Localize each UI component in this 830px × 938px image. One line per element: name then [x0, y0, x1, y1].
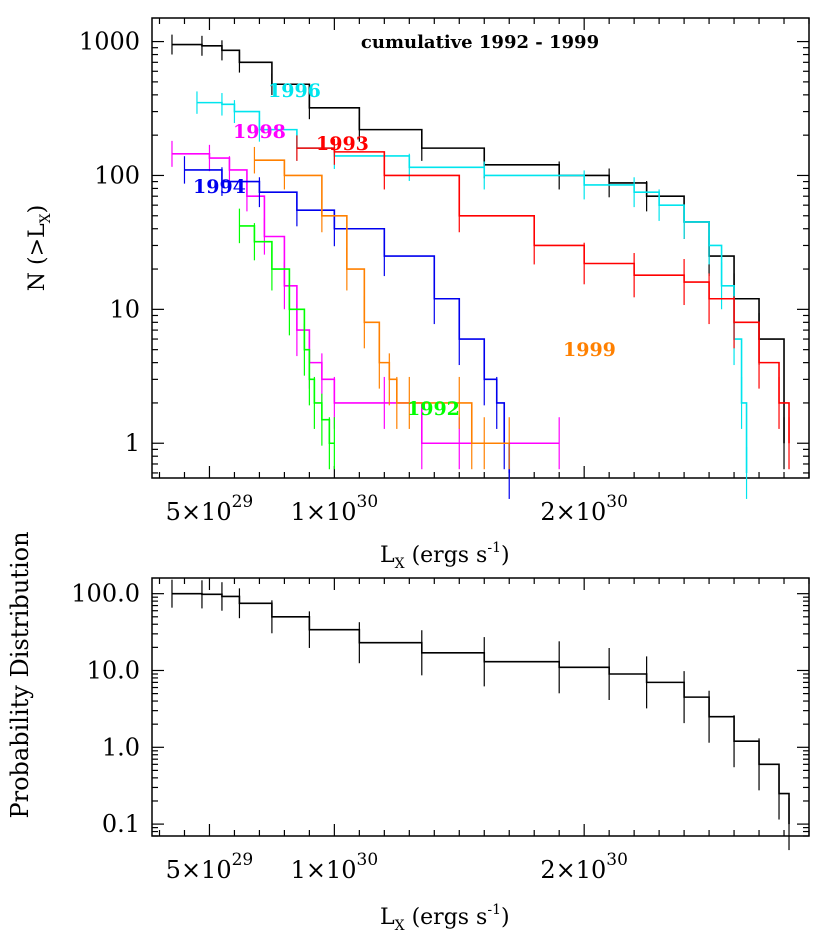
series-label-1992: 1992: [407, 398, 460, 420]
series-line-cumulative: [171, 43, 785, 444]
series-line-all: [171, 592, 790, 825]
bottom-axis-ticks: [152, 578, 810, 837]
series-label-1998: 1998: [233, 121, 286, 143]
y-tick-label: 100.0: [71, 580, 140, 608]
x-tick-label: 1×1030: [291, 492, 379, 526]
bottom-y-tick-labels: 0.1 1.0 10.0 100.0: [71, 580, 140, 838]
x-tick-label: 5×1029: [166, 850, 254, 884]
y-tick-label: 1000: [79, 28, 140, 56]
bottom-y-axis-label: Probability Distribution: [6, 531, 34, 818]
top-series: [171, 34, 790, 499]
x-tick-label: 5×1029: [166, 492, 254, 526]
series-line-1992: [239, 225, 335, 445]
bottom-x-tick-labels: 5×1029 1×1030 2×1030: [166, 850, 628, 884]
series-label-1999: 1999: [563, 339, 616, 361]
bottom-plot-frame: [151, 577, 810, 837]
series-label-1993: 1993: [316, 133, 369, 155]
bottom-series: [171, 579, 790, 851]
y-tick-label: 100: [94, 161, 140, 189]
top-y-axis-label: N (>LX): [25, 205, 54, 291]
top-axis-ticks: [152, 18, 810, 478]
x-tick-label: 2×1030: [540, 492, 628, 526]
x-tick-label: 2×1030: [540, 850, 628, 884]
top-x-tick-labels: 5×1029 1×1030 2×1030: [166, 492, 628, 526]
series-line-1993: [296, 147, 790, 444]
bottom-x-axis-label: LX (ergs s-1): [380, 902, 510, 934]
y-tick-label: 1.0: [102, 733, 140, 761]
series-label-1994: 1994: [193, 176, 246, 198]
series-line-1999: [254, 159, 510, 445]
top-chart-title: cumulative 1992 - 1999: [361, 32, 599, 53]
top-x-axis-label: LX (ergs s-1): [380, 540, 510, 572]
x-tick-label: 1×1030: [291, 850, 379, 884]
y-tick-label: 0.1: [102, 810, 140, 838]
probability-panel: 0.1 1.0 10.0 100.0 5×1029 1×1030 2×1030 LX (e…: [6, 531, 810, 934]
top-series-labels: 1996 1993 1998 1994 1999 1992: [193, 80, 616, 420]
y-tick-label: 10: [109, 295, 140, 323]
top-y-tick-labels: 1 10 100 1000: [79, 28, 140, 458]
series-label-1996: 1996: [268, 80, 321, 102]
top-plot-frame: [151, 17, 810, 479]
y-tick-label: 1: [125, 429, 140, 457]
y-tick-label: 10.0: [87, 656, 140, 684]
